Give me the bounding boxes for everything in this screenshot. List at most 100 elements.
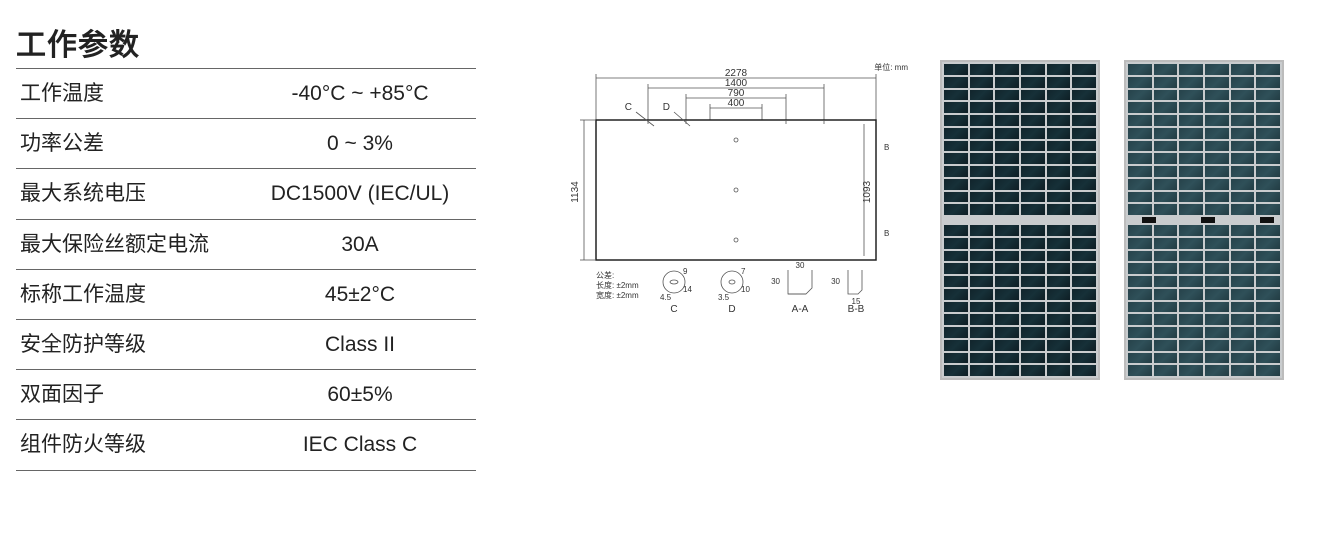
solar-cell <box>1072 166 1096 177</box>
solar-cell <box>995 225 1019 236</box>
solar-cell <box>1256 90 1280 101</box>
solar-cell <box>995 204 1019 215</box>
solar-cell <box>1047 77 1071 88</box>
solar-cell <box>944 314 968 325</box>
solar-cell <box>1072 115 1096 126</box>
table-row: 工作温度-40°C ~ +85°C <box>16 69 476 119</box>
solar-cell <box>1205 64 1229 75</box>
solar-cell <box>1154 289 1178 300</box>
solar-cell <box>1072 353 1096 364</box>
solar-cell <box>970 77 994 88</box>
solar-cell <box>1047 225 1071 236</box>
solar-cell <box>995 365 1019 376</box>
solar-cell <box>1179 314 1203 325</box>
solar-cell <box>970 314 994 325</box>
solar-cell <box>1021 90 1045 101</box>
solar-cell <box>1205 276 1229 287</box>
solar-cell <box>1128 192 1152 203</box>
solar-cell <box>970 192 994 203</box>
solar-cell <box>1021 340 1045 351</box>
solar-cell <box>1047 238 1071 249</box>
solar-cell <box>1154 276 1178 287</box>
solar-cell <box>1179 64 1203 75</box>
solar-cell <box>1154 251 1178 262</box>
solar-cell <box>944 327 968 338</box>
technical-drawing: 单位: mm 2278 1400 790 <box>556 60 916 544</box>
solar-cell <box>1128 238 1152 249</box>
param-label: 最大系统电压 <box>16 169 244 219</box>
solar-cell <box>1072 263 1096 274</box>
solar-cell <box>1128 115 1152 126</box>
solar-cell <box>1231 141 1255 152</box>
solar-cell <box>1072 365 1096 376</box>
solar-cell <box>970 225 994 236</box>
solar-cell <box>1256 128 1280 139</box>
solar-cell <box>1047 251 1071 262</box>
solar-cell <box>1128 179 1152 190</box>
solar-cell <box>1154 166 1178 177</box>
operating-params: 工作参数 工作温度-40°C ~ +85°C功率公差0 ~ 3%最大系统电压DC… <box>16 20 476 544</box>
solar-cell <box>995 115 1019 126</box>
solar-cell <box>1256 238 1280 249</box>
solar-cell <box>1154 263 1178 274</box>
solar-cell <box>1072 225 1096 236</box>
solar-cell <box>1154 179 1178 190</box>
solar-cell <box>944 141 968 152</box>
solar-cell <box>1154 225 1178 236</box>
solar-cell <box>970 340 994 351</box>
solar-cell <box>1205 166 1229 177</box>
solar-cell <box>1021 365 1045 376</box>
solar-cell <box>1047 289 1071 300</box>
solar-cell <box>1128 314 1152 325</box>
solar-cell <box>1128 153 1152 164</box>
solar-cell <box>1047 353 1071 364</box>
solar-cell <box>995 64 1019 75</box>
solar-cell <box>944 153 968 164</box>
solar-cell <box>1128 276 1152 287</box>
solar-cell <box>1072 302 1096 313</box>
solar-cell <box>1021 302 1045 313</box>
solar-cell <box>1256 340 1280 351</box>
solar-cell <box>1021 263 1045 274</box>
solar-cell <box>1128 340 1152 351</box>
solar-cell <box>1154 102 1178 113</box>
solar-cell <box>1021 225 1045 236</box>
solar-cell <box>1021 128 1045 139</box>
solar-cell <box>1231 314 1255 325</box>
svg-text:14: 14 <box>683 285 692 294</box>
solar-cell <box>1072 276 1096 287</box>
solar-cell <box>1205 204 1229 215</box>
solar-cell <box>1179 204 1203 215</box>
solar-cell <box>1231 225 1255 236</box>
solar-cell <box>1128 225 1152 236</box>
solar-cell <box>944 251 968 262</box>
table-row: 最大系统电压DC1500V (IEC/UL) <box>16 169 476 219</box>
param-label: 最大保险丝额定电流 <box>16 219 244 269</box>
solar-cell <box>1205 102 1229 113</box>
solar-cell <box>944 225 968 236</box>
callout-c: C <box>625 102 632 113</box>
panel-mid-gap <box>944 217 1096 223</box>
top-dimensions: 2278 1400 790 400 <box>596 68 876 120</box>
param-value: 30A <box>244 219 476 269</box>
solar-cell <box>944 166 968 177</box>
solar-cell <box>944 365 968 376</box>
solar-cell <box>944 64 968 75</box>
solar-cell <box>1047 365 1071 376</box>
solar-cell <box>1179 251 1203 262</box>
solar-cell <box>1205 365 1229 376</box>
solar-cell <box>944 90 968 101</box>
solar-cell <box>944 204 968 215</box>
solar-cell <box>944 77 968 88</box>
solar-cell <box>1256 77 1280 88</box>
solar-cell <box>944 289 968 300</box>
solar-cell <box>1231 153 1255 164</box>
solar-cell <box>1072 102 1096 113</box>
solar-cell <box>1047 128 1071 139</box>
solar-cell <box>995 289 1019 300</box>
solar-cell <box>1154 64 1178 75</box>
solar-cell <box>1256 115 1280 126</box>
solar-cell <box>1047 314 1071 325</box>
solar-cell <box>1128 141 1152 152</box>
solar-cell <box>1231 192 1255 203</box>
